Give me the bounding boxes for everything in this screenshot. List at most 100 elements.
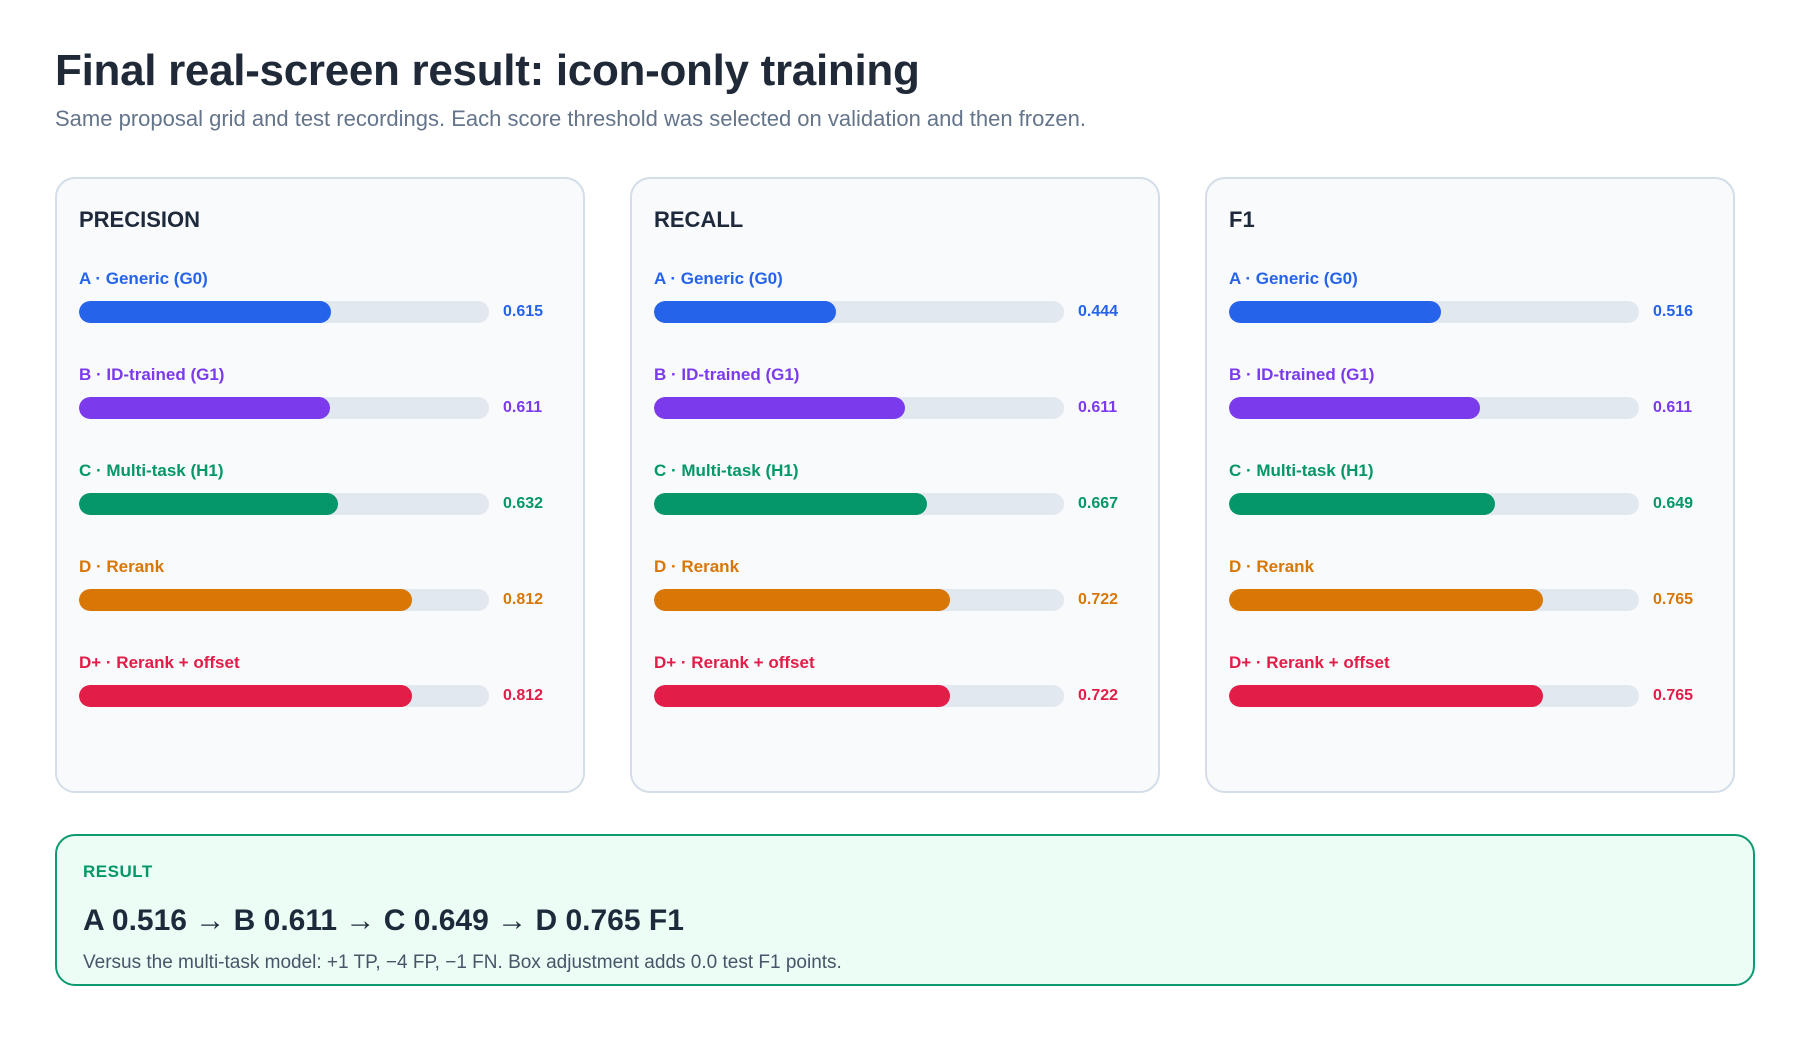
bar-line: 0.765 — [1229, 585, 1711, 615]
bar-fill — [1229, 397, 1480, 419]
panel-title: RECALL — [654, 207, 744, 232]
bar-track — [654, 493, 1064, 515]
panel-title: F1 — [1229, 207, 1255, 232]
bar-value: 0.611 — [1653, 399, 1693, 416]
bar-line: 0.649 — [1229, 489, 1711, 519]
bar-label: D+ · Rerank + offset — [79, 653, 240, 672]
result-box: RESULT A 0.516 → B 0.611 → C 0.649 → D 0… — [55, 834, 1755, 986]
metric-panels: PRECISION A · Generic (G0) 0.615 B · ID-tr… — [55, 177, 1735, 793]
bar-line: 0.611 — [79, 393, 561, 423]
bar-line: 0.444 — [654, 297, 1136, 327]
bar-fill — [79, 397, 330, 419]
bar-track — [1229, 493, 1639, 515]
bar-line: 0.722 — [654, 681, 1136, 711]
bar-line: 0.812 — [79, 681, 561, 711]
precision-panel: PRECISION A · Generic (G0) 0.615 B · ID-tr… — [55, 177, 585, 793]
bar-fill — [654, 301, 837, 323]
bar-row: A · Generic (G0) 0.444 — [654, 269, 1136, 365]
bar-fill — [79, 301, 332, 323]
bar-fill — [654, 685, 951, 707]
bar-label: C · Multi-task (H1) — [1229, 461, 1374, 480]
bar-label: A · Generic (G0) — [654, 269, 783, 288]
bar-value: 0.722 — [1078, 591, 1119, 608]
bar-track — [1229, 301, 1639, 323]
bar-row: D · Rerank 0.812 — [79, 557, 561, 653]
bar-value: 0.722 — [1078, 687, 1119, 704]
bar-fill — [654, 397, 905, 419]
bar-label: B · ID-trained (G1) — [654, 365, 800, 384]
bar-label: B · ID-trained (G1) — [79, 365, 225, 384]
bar-line: 0.722 — [654, 585, 1136, 615]
result-headline: A 0.516 → B 0.611 → C 0.649 → D 0.765 F1 — [83, 904, 684, 937]
bar-value: 0.444 — [1078, 303, 1119, 320]
bar-fill — [1229, 493, 1496, 515]
bar-fill — [1229, 589, 1543, 611]
recall-panel: RECALL A · Generic (G0) 0.444 B · ID-train… — [630, 177, 1160, 793]
bar-row: B · ID-trained (G1) 0.611 — [1229, 365, 1711, 461]
bar-row: D · Rerank 0.765 — [1229, 557, 1711, 653]
bar-line: 0.611 — [654, 393, 1136, 423]
bar-rows: A · Generic (G0) 0.615 B · ID-trained (G1)… — [79, 269, 561, 749]
bar-row: A · Generic (G0) 0.615 — [79, 269, 561, 365]
bar-value: 0.649 — [1653, 495, 1694, 512]
page-subtitle: Same proposal grid and test recordings. … — [55, 106, 1086, 131]
bar-label: D+ · Rerank + offset — [654, 653, 815, 672]
bar-value: 0.765 — [1653, 687, 1694, 704]
bar-line: 0.632 — [79, 489, 561, 519]
bar-track — [654, 589, 1064, 611]
bar-line: 0.667 — [654, 489, 1136, 519]
bar-value: 0.765 — [1653, 591, 1694, 608]
bar-row: D · Rerank 0.722 — [654, 557, 1136, 653]
bar-label: B · ID-trained (G1) — [1229, 365, 1375, 384]
bar-label: C · Multi-task (H1) — [79, 461, 224, 480]
bar-track — [1229, 685, 1639, 707]
bar-track — [654, 685, 1064, 707]
bar-rows: A · Generic (G0) 0.444 B · ID-trained (G1)… — [654, 269, 1136, 749]
bar-value: 0.516 — [1653, 303, 1694, 320]
bar-fill — [654, 589, 951, 611]
bar-line: 0.516 — [1229, 297, 1711, 327]
bar-label: D · Rerank — [1229, 557, 1315, 576]
bar-row: B · ID-trained (G1) 0.611 — [79, 365, 561, 461]
bar-row: C · Multi-task (H1) 0.667 — [654, 461, 1136, 557]
bar-label: D · Rerank — [79, 557, 165, 576]
bar-line: 0.615 — [79, 297, 561, 327]
bar-label: D+ · Rerank + offset — [1229, 653, 1390, 672]
bar-fill — [79, 589, 412, 611]
bar-row: D+ · Rerank + offset 0.765 — [1229, 653, 1711, 749]
result-label: RESULT — [83, 862, 153, 881]
bar-value: 0.632 — [503, 495, 544, 512]
bar-fill — [1229, 301, 1441, 323]
bar-track — [79, 493, 489, 515]
bar-track — [1229, 397, 1639, 419]
f1-panel: F1 A · Generic (G0) 0.516 B · ID-trained (… — [1205, 177, 1735, 793]
bar-track — [79, 685, 489, 707]
bar-track — [654, 301, 1064, 323]
bar-label: A · Generic (G0) — [1229, 269, 1358, 288]
bar-row: C · Multi-task (H1) 0.649 — [1229, 461, 1711, 557]
bar-rows: A · Generic (G0) 0.516 B · ID-trained (G1)… — [1229, 269, 1711, 749]
bar-row: C · Multi-task (H1) 0.632 — [79, 461, 561, 557]
bar-row: A · Generic (G0) 0.516 — [1229, 269, 1711, 365]
result-note: Versus the multi-task model: +1 TP, −4 F… — [83, 952, 842, 973]
page-title: Final real-screen result: icon-only trai… — [55, 46, 920, 95]
bar-label: C · Multi-task (H1) — [654, 461, 799, 480]
bar-fill — [79, 685, 412, 707]
bar-row: D+ · Rerank + offset 0.722 — [654, 653, 1136, 749]
bar-track — [654, 397, 1064, 419]
bar-track — [79, 301, 489, 323]
bar-label: D · Rerank — [654, 557, 740, 576]
bar-row: D+ · Rerank + offset 0.812 — [79, 653, 561, 749]
bar-label: A · Generic (G0) — [79, 269, 208, 288]
bar-track — [79, 589, 489, 611]
bar-track — [1229, 589, 1639, 611]
bar-value: 0.611 — [1078, 399, 1118, 416]
bar-value: 0.667 — [1078, 495, 1119, 512]
bar-row: B · ID-trained (G1) 0.611 — [654, 365, 1136, 461]
bar-line: 0.812 — [79, 585, 561, 615]
bar-fill — [1229, 685, 1543, 707]
bar-fill — [654, 493, 928, 515]
bar-value: 0.611 — [503, 399, 543, 416]
bar-value: 0.812 — [503, 687, 544, 704]
panel-title: PRECISION — [79, 207, 201, 232]
